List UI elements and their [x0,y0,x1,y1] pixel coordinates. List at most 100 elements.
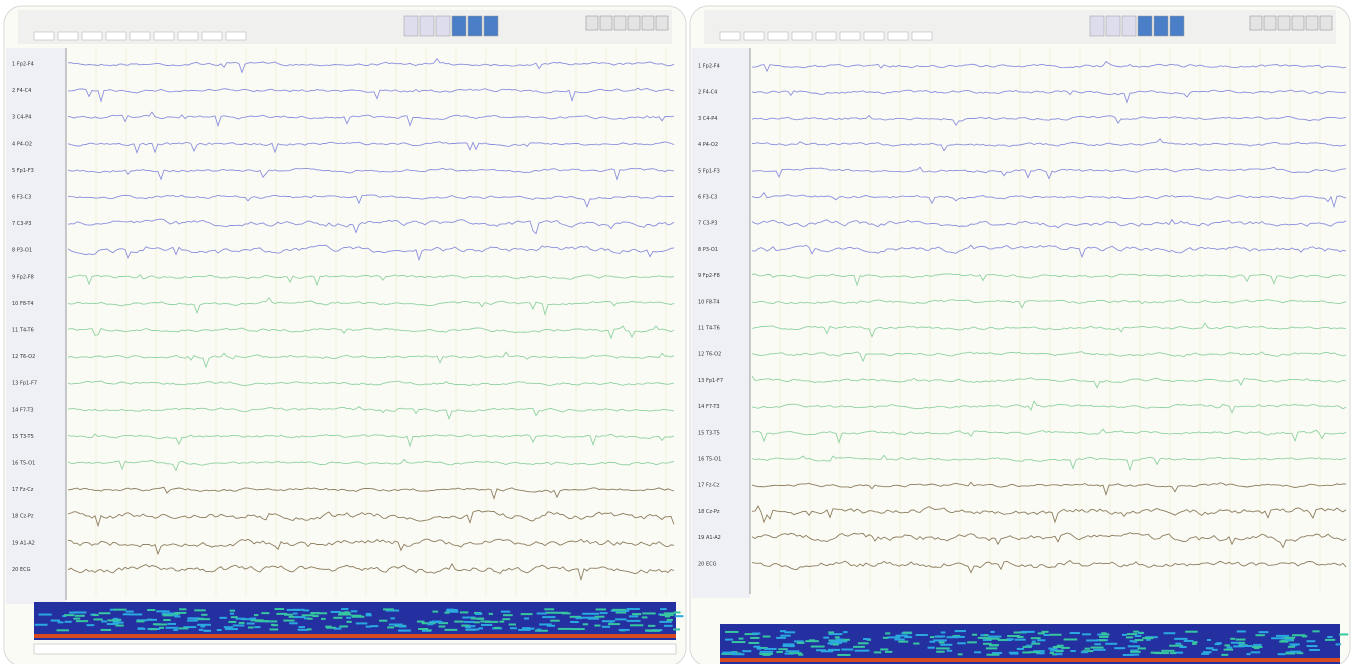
nav-button[interactable] [1292,16,1304,30]
spectrogram-cell [1221,654,1228,656]
tool-button[interactable] [452,16,466,36]
spectrogram-cell [1056,653,1063,655]
toolbar-field[interactable] [178,32,198,40]
toolbar-field[interactable] [720,32,740,40]
toolbar-field[interactable] [768,32,788,40]
tool-button[interactable] [420,16,434,36]
channel-label: 7 C3-P3 [12,221,31,227]
spectrogram-cell [913,643,919,645]
spectrogram-cell [1215,643,1221,645]
spectrogram-cell [1064,638,1077,640]
nav-button[interactable] [614,16,626,30]
spectrogram-cell [427,623,433,625]
nav-button[interactable] [656,16,668,30]
channel-label: 9 Fp2-F8 [698,273,720,279]
spectrogram-cell [936,651,945,653]
spectrogram-cell [612,609,626,611]
nav-button[interactable] [1320,16,1332,30]
spectrogram-cell [1286,639,1293,641]
spectrogram-cell [198,618,210,620]
tool-button[interactable] [1090,16,1104,36]
timeline[interactable] [34,644,676,654]
spectrogram-cell [1238,643,1243,645]
spectrogram-cell [417,621,425,623]
spectrogram-cell [228,621,236,623]
nav-button[interactable] [600,16,612,30]
spectrogram-cell [1224,649,1233,651]
channel-label: 3 C4-P4 [698,116,717,122]
spectrogram-cell [1130,640,1134,642]
toolbar-field[interactable] [58,32,78,40]
channel-label: 3 C4-P4 [12,115,31,121]
spectrogram-cell [346,621,351,623]
spectrogram-cell [294,616,305,618]
spectrogram-cell [254,614,258,616]
spectrogram-cell [627,620,641,622]
spectrogram-cell [595,616,605,618]
tool-button[interactable] [1138,16,1152,36]
spectrogram-cell [75,615,85,617]
nav-button[interactable] [1306,16,1318,30]
spectrogram-cell [1094,643,1101,645]
spectrogram-cell [166,627,178,629]
tool-button[interactable] [404,16,418,36]
nav-button[interactable] [586,16,598,30]
toolbar-field[interactable] [34,32,54,40]
tool-button[interactable] [468,16,482,36]
spectrogram-cell [444,612,449,614]
spectrogram-cell [537,612,547,614]
spectrogram-cell [1022,651,1030,653]
toolbar-field[interactable] [226,32,246,40]
toolbar-field[interactable] [912,32,932,40]
spectrogram-cell [1256,634,1265,636]
spectrogram-cell [432,611,438,613]
spectrogram-cell [225,628,238,630]
spectrogram-cell [344,611,348,613]
toolbar-field[interactable] [816,32,836,40]
tool-button[interactable] [1154,16,1168,36]
spectrogram-cell [783,643,795,645]
nav-button[interactable] [1250,16,1262,30]
toolbar-field[interactable] [792,32,812,40]
toolbar-field[interactable] [154,32,174,40]
tool-button[interactable] [1170,16,1184,36]
channel-label: 1 Fp2-F4 [12,62,34,68]
toolbar-field[interactable] [744,32,764,40]
toolbar-field[interactable] [864,32,884,40]
spectrogram-cell [1327,636,1332,638]
spectrogram-cell [594,625,600,627]
nav-button[interactable] [628,16,640,30]
spectrogram-cell [1227,647,1233,649]
tool-button[interactable] [484,16,498,36]
toolbar-field[interactable] [202,32,222,40]
spectrogram-cell [865,650,869,652]
spectrogram-cell [675,615,684,617]
spectrogram-cell [1164,632,1176,634]
spectrogram-cell [187,620,198,622]
tool-button[interactable] [436,16,450,36]
spectrogram-cell [1102,633,1109,635]
spectrogram-cell [272,624,278,626]
spectrogram-cell [1290,651,1302,653]
toolbar-field[interactable] [106,32,126,40]
tool-button[interactable] [1106,16,1120,36]
spectrogram-cell [780,635,790,637]
channel-label: 4 P4-O2 [12,141,32,147]
spectrogram-cell [558,628,572,630]
channel-label: 12 T6-O2 [698,352,721,358]
screenshot: 1 Fp2-F42 F4-C43 C4-P44 P4-O25 Fp1-F36 F… [0,0,1352,664]
spectrogram-cell [811,646,825,648]
toolbar-field[interactable] [888,32,908,40]
tool-button[interactable] [1122,16,1136,36]
toolbar-field[interactable] [130,32,150,40]
nav-button[interactable] [1264,16,1276,30]
spectrogram-cell [855,650,867,652]
toolbar-field[interactable] [840,32,860,40]
nav-button[interactable] [642,16,654,30]
toolbar-field[interactable] [82,32,102,40]
spectrogram-cell [333,617,342,619]
nav-button[interactable] [1278,16,1290,30]
spectrogram-cell [1114,647,1125,649]
spectrogram-cell [660,614,674,616]
spectrogram-cell [313,615,319,617]
